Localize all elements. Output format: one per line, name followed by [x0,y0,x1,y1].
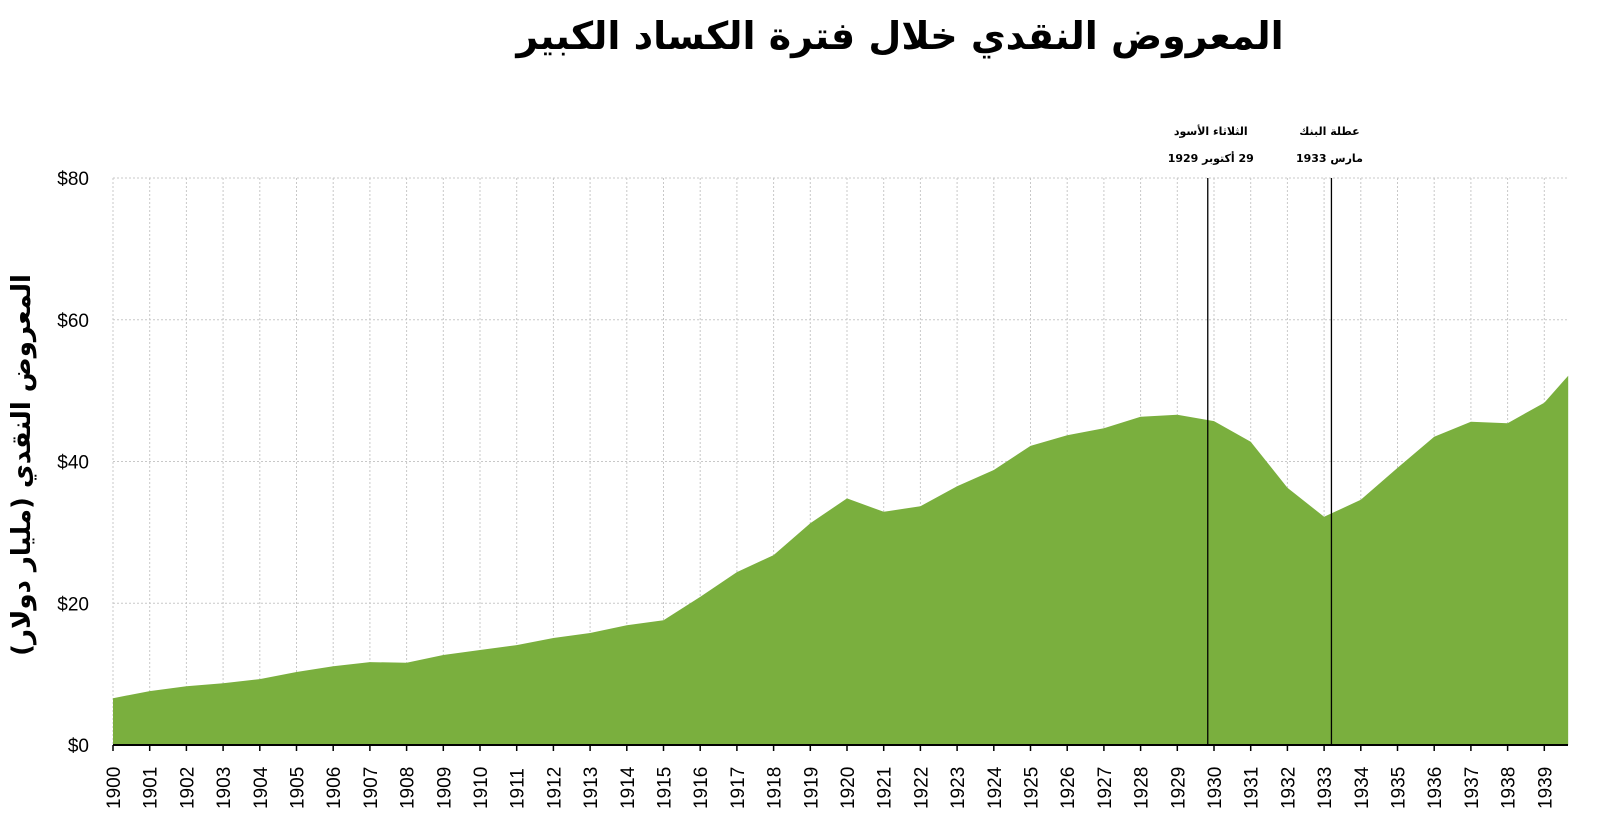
x-tick-label: 1917 [728,767,749,809]
x-tick-label: 1926 [1058,767,1079,809]
x-tick-label: 1938 [1499,767,1520,809]
x-tick-label: 1914 [618,766,639,809]
x-tick-label: 1927 [1095,767,1116,809]
x-tick-label: 1920 [838,767,859,809]
x-tick-label: 1906 [324,767,345,809]
x-tick-label: 1931 [1242,767,1263,809]
money-supply-area [113,375,1569,745]
x-tick-label: 1915 [655,767,676,809]
x-tick-label: 1932 [1278,767,1299,809]
x-tick-label: 1925 [1022,767,1043,809]
x-tick-label: 1908 [398,767,419,809]
y-tick-label: $80 [57,169,89,190]
x-tick-label: 1918 [765,767,786,809]
x-tick-label: 1903 [214,767,235,809]
x-tick-label: 1901 [141,767,162,809]
x-tick-label: 1909 [434,767,455,809]
x-tick-label: 1905 [288,767,309,809]
x-tick-label: 1910 [471,767,492,809]
x-tick-label: 1913 [581,767,602,809]
y-tick-label: $0 [68,736,89,757]
event-label-title: الثلاثاء الأسود [1174,124,1248,138]
event-label-date: مارس 1933 [1296,152,1363,165]
x-tick-label: 1912 [544,767,565,809]
x-tick-label: 1921 [875,767,896,809]
x-tick-label: 1929 [1168,767,1189,809]
chart-title: المعروض النقدي خلال فترة الكساد الكبير [516,14,1284,58]
x-tick-label: 1924 [985,766,1006,809]
event-label-date: 29 أكتوبر 1929 [1168,151,1254,165]
x-tick-label: 1902 [177,767,198,809]
y-tick-label: $20 [57,594,89,615]
x-tick-label: 1919 [801,767,822,809]
x-tick-label: 1939 [1535,767,1556,809]
x-tick-label: 1922 [911,767,932,809]
x-tick-label: 1904 [251,766,272,809]
x-tick-label: 1911 [508,768,529,809]
x-tick-label: 1930 [1205,767,1226,809]
x-tick-label: 1936 [1425,767,1446,809]
y-tick-label: $60 [57,311,89,332]
x-tick-label: 1934 [1352,766,1373,809]
x-tick-label: 1933 [1315,767,1336,809]
y-tick-label: $40 [57,453,89,474]
x-tick-label: 1916 [691,767,712,809]
x-tick-label: 1935 [1389,767,1410,809]
x-tick-label: 1928 [1132,767,1153,809]
x-tick-label: 1923 [948,767,969,809]
x-tick-label: 1937 [1462,767,1483,809]
x-tick-label: 1907 [361,767,382,809]
event-label-title: عطلة البنك [1299,125,1359,138]
x-tick-label: 1900 [104,767,125,809]
